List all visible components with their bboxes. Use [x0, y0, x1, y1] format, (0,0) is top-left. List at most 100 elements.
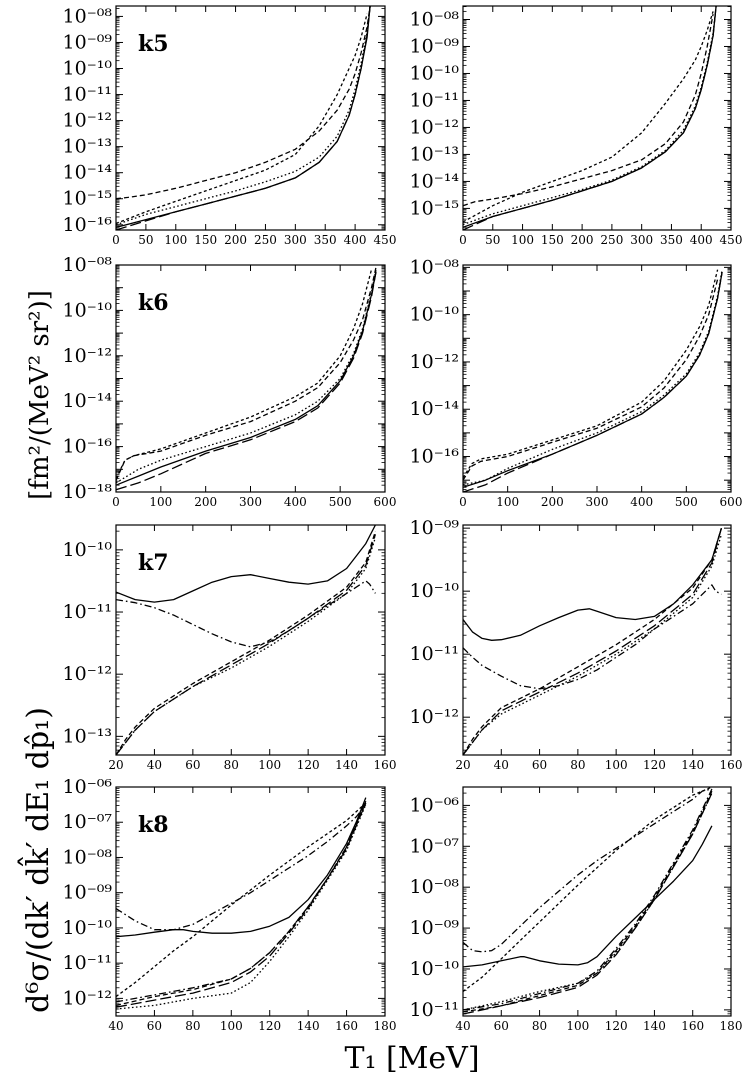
series-long-dash-line	[116, 802, 367, 1008]
y-tick-label: 10⁻¹²	[410, 351, 459, 373]
panels: 0 50 100 150 200 250 300 350 400 45010⁻¹⁶10⁻¹⁵10⁻…	[63, 5, 743, 1033]
y-tick-label: 10⁻⁰⁶	[63, 776, 113, 798]
series-dotted-line	[463, 792, 713, 1011]
series-long-dash-line	[463, 528, 723, 755]
series-dotted-line	[463, 534, 723, 755]
series-dash-dot-line	[463, 788, 713, 953]
series-solid-line	[463, 825, 713, 968]
series-dash-dot-line	[116, 580, 376, 648]
y-tick-label: 10⁻¹⁸	[63, 481, 113, 503]
x-tick-label: 0	[459, 233, 467, 247]
x-tick-label: 80	[570, 758, 585, 772]
x-axis-title: T₁ [MeV]	[344, 1041, 479, 1076]
y-tick-label: 10⁻¹²	[410, 116, 459, 138]
series-solid-line	[463, 6, 717, 228]
y-tick-label: 10⁻¹²	[63, 663, 112, 685]
curves	[116, 797, 367, 1010]
x-tick-label: 120	[297, 758, 320, 772]
panel-k8: 40 60 80 100 120 140 160 180 10⁻¹² 10⁻¹¹ 10⁻¹⁰ 10⁻⁰…	[63, 776, 397, 1033]
series-dashed-line	[116, 6, 371, 200]
series-solid-line	[116, 525, 376, 603]
x-tick-label: 600	[374, 495, 397, 509]
panel-k5: 0 50 100 150 200 250 300 350 400 450 10⁻¹⁶ 10⁻¹⁵ 10⁻…	[63, 5, 396, 247]
x-tick-label: 140	[335, 758, 358, 772]
x-tick-label: 50	[138, 233, 153, 247]
x-tick-label: 120	[643, 758, 666, 772]
series-long-dash-line	[116, 6, 371, 230]
x-tick-label: 150	[194, 233, 217, 247]
plot-frame	[115, 524, 386, 756]
y-tick-label: 10⁻¹¹	[410, 89, 459, 111]
x-tick-label: 120	[258, 1019, 281, 1033]
x-tick-label: 250	[254, 233, 277, 247]
x-tick-label: 60	[532, 758, 547, 772]
x-tick-label: 20	[108, 758, 123, 772]
y-tick-label: 10⁻¹¹	[410, 999, 459, 1021]
panel-r0c1: 0 50 100 150 200 250 300 350 400 450 10⁻¹⁵ 10⁻¹⁴ 10⁻…	[410, 5, 742, 247]
x-tick-label: 200	[224, 233, 247, 247]
x-tick-label: 350	[660, 233, 683, 247]
x-tick-label: 180	[720, 1019, 743, 1033]
x-tick-label: 200	[571, 233, 594, 247]
y-tick-label: 10⁻¹²	[410, 706, 459, 728]
panel-label: k6	[138, 290, 169, 316]
y-tick-label: 10⁻¹⁰	[410, 958, 460, 980]
series-dashed-line	[116, 800, 367, 1007]
series-long-dash-line	[116, 271, 377, 491]
plot-frame	[462, 786, 732, 1017]
y-tick-label: 10⁻⁰⁹	[410, 35, 460, 57]
panel-k6: 0 100 200 300 400 500 600 10⁻¹⁸ 10⁻¹⁶ 10⁻¹⁴ 10⁻¹² 1…	[63, 254, 397, 509]
x-tick-label: 300	[284, 233, 307, 247]
series-long-dash-line	[116, 534, 377, 755]
x-tick-label: 350	[314, 233, 337, 247]
y-tick-label: 10⁻¹⁶	[63, 214, 113, 236]
x-tick-label: 100	[496, 495, 519, 509]
series-dotted-line	[116, 804, 367, 1010]
panel-r2c1: 20 40 60 80 100 120 140 160 10⁻¹² 10⁻¹¹ 10⁻¹⁰ 10⁻⁰⁹	[410, 517, 743, 772]
x-tick-label: 400	[344, 233, 367, 247]
series-dotted-line	[463, 6, 717, 226]
panel-label: k5	[138, 31, 169, 57]
y-tick-label: 10⁻⁰⁹	[63, 882, 113, 904]
y-tick-label: 10⁻⁰⁸	[63, 254, 113, 276]
y-tick-label: 10⁻⁰⁸	[410, 256, 460, 278]
y-tick-label: 10⁻¹⁰	[410, 62, 460, 84]
y-tick-label: 10⁻¹⁴	[410, 398, 460, 420]
y-tick-label: 10⁻⁰⁹	[63, 31, 113, 53]
y-tick-label: 10⁻⁰⁷	[63, 811, 113, 833]
x-tick-label: 100	[566, 1019, 589, 1033]
x-tick-label: 20	[455, 758, 470, 772]
y-tick-label: 10⁻¹⁰	[410, 580, 460, 602]
x-tick-label: 300	[586, 495, 609, 509]
curves	[463, 269, 723, 492]
curves	[463, 787, 713, 1015]
x-tick-label: 180	[374, 1019, 397, 1033]
x-tick-label: 300	[630, 233, 653, 247]
y-axis-units: [fm²/(MeV² sr²)]	[25, 290, 55, 500]
y-tick-label: 10⁻¹⁰	[63, 58, 113, 80]
x-tick-label: 100	[220, 1019, 243, 1033]
x-tick-label: 140	[643, 1019, 666, 1033]
y-tick-label: 10⁻¹⁴	[63, 390, 113, 412]
x-tick-label: 80	[224, 758, 239, 772]
y-tick-label: 10⁻⁰⁶	[410, 794, 460, 816]
y-tick-label: 10⁻¹⁰	[63, 299, 113, 321]
plot-frame	[115, 786, 386, 1017]
x-tick-label: 0	[459, 495, 467, 509]
y-tick-label: 10⁻¹⁰	[63, 917, 113, 939]
x-tick-label: 80	[185, 1019, 200, 1033]
panel-label: k7	[138, 550, 169, 576]
x-tick-label: 40	[147, 758, 162, 772]
y-tick-label: 10⁻⁰⁸	[410, 8, 460, 30]
x-tick-label: 60	[494, 1019, 509, 1033]
y-tick-label: 10⁻¹⁵	[410, 197, 459, 219]
series-short-dash-line	[463, 11, 714, 223]
series-short-dash-line	[116, 13, 368, 225]
y-tick-label: 10⁻¹⁴	[410, 170, 460, 192]
x-tick-label: 500	[329, 495, 352, 509]
x-tick-label: 160	[374, 758, 397, 772]
x-tick-label: 50	[485, 233, 500, 247]
x-tick-label: 100	[164, 233, 187, 247]
x-tick-label: 100	[149, 495, 172, 509]
series-dashed-line	[116, 531, 377, 755]
